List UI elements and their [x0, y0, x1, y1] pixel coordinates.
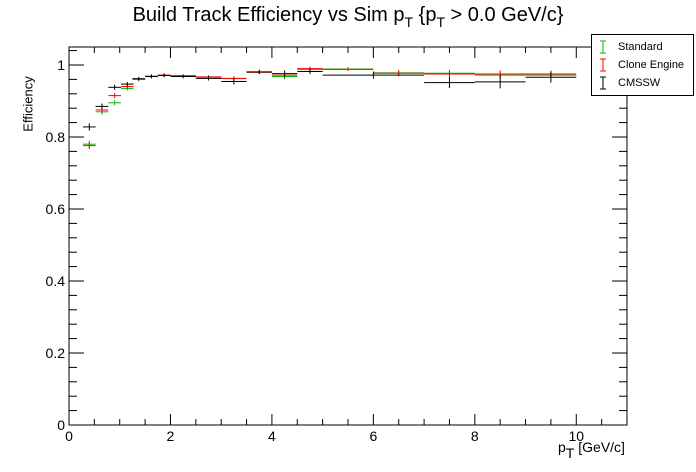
legend: Standard Clone Engine CMSSW [591, 34, 694, 96]
data-point [246, 69, 272, 74]
legend-marker-standard [600, 40, 606, 54]
data-point [108, 93, 121, 99]
y-tick-label: 0.6 [46, 201, 66, 217]
x-axis-label-main: p [558, 439, 566, 455]
data-point [525, 71, 577, 83]
x-axis-label: pT [GeV/c] [558, 439, 625, 461]
data-point [82, 123, 96, 131]
data-point [82, 142, 96, 150]
axis-tick-labels: 0 2 4 6 8 10 0 0.2 0.4 0.6 0.8 1 [46, 57, 585, 444]
x-tick-label: 8 [471, 428, 479, 444]
chart-title-main: Build Track Efficiency vs Sim p [132, 4, 405, 26]
x-tick-label: 2 [167, 428, 175, 444]
series-cmssw [82, 68, 577, 131]
data-point [170, 74, 196, 79]
data-point [297, 68, 323, 74]
data-point [271, 70, 298, 77]
chart-title-end: > 0.0 GeV/c} [445, 4, 564, 26]
legend-label-clone-engine: Clone Engine [618, 59, 685, 71]
data-point [157, 73, 171, 78]
y-tick-label: 0.4 [46, 273, 66, 289]
chart-title-sub2: T [436, 14, 445, 30]
data-point [474, 75, 526, 89]
x-tick-label: 6 [369, 428, 377, 444]
data-point [145, 74, 158, 79]
series-standard [82, 67, 577, 148]
y-tick-label: 0.8 [46, 129, 66, 145]
y-axis-label: Efficiency [20, 76, 36, 132]
x-tick-label: 10 [568, 428, 584, 444]
plot-frame [68, 46, 628, 426]
legend-label-standard: Standard [618, 41, 663, 53]
y-tick-label: 0.2 [46, 345, 66, 361]
data-point [322, 67, 374, 72]
y-tick-label: 0 [57, 417, 65, 433]
x-tick-label: 4 [268, 428, 276, 444]
axis-ticks [68, 47, 628, 426]
x-axis-label-sub: T [565, 445, 575, 461]
x-axis-label-unit: [GeV/c] [574, 439, 625, 455]
data-point [95, 103, 109, 110]
legend-label-cmssw: CMSSW [618, 77, 661, 89]
x-tick-label: 0 [65, 428, 73, 444]
series-clone-engine [82, 66, 577, 150]
chart-title-sub1: T [404, 14, 414, 30]
data-point [221, 78, 247, 85]
data-point [120, 81, 134, 87]
legend-marker-cmssw [600, 76, 606, 90]
legend-marker-clone-engine [600, 58, 606, 72]
data-point [195, 76, 222, 81]
data-point [108, 84, 121, 90]
data-point [424, 77, 475, 89]
data-point [424, 70, 475, 78]
chart-title: Build Track Efficiency vs Sim pT {pT > 0… [0, 4, 696, 30]
data-point [132, 76, 146, 81]
data-point [108, 100, 121, 106]
chart-title-mid: {p [413, 4, 437, 26]
y-tick-label: 1 [57, 57, 65, 73]
data-point [322, 71, 425, 79]
data-marks [82, 66, 577, 150]
